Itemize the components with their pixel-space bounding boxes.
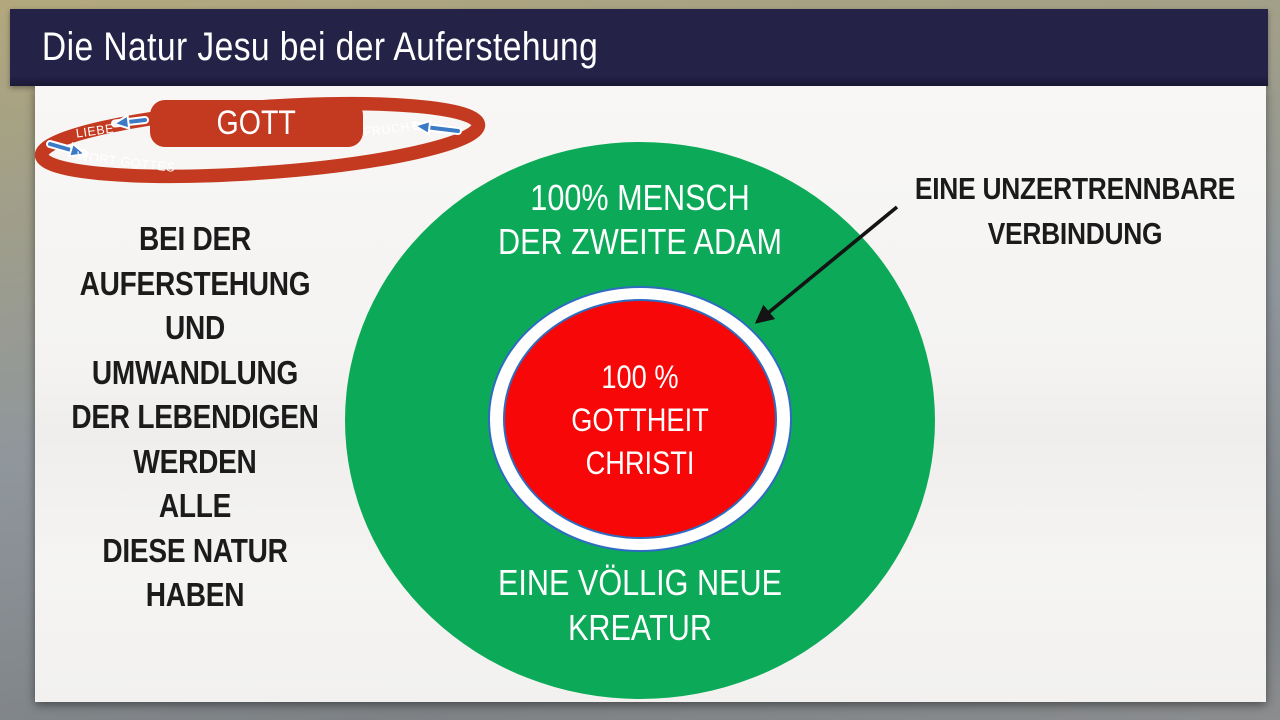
slide-content-area: LIEBE FRUCHT WORT GOTTES GOTT BEI DER AU… [35,86,1266,702]
diagram-overlay: LIEBE FRUCHT WORT GOTTES [35,96,899,324]
resurrection-statement: BEI DER AUFERSTEHUNG UND UMWANDLUNG DER … [71,220,319,613]
slide-header-bar: Die Natur Jesu bei der Auferstehung [10,9,1268,86]
gott-box [150,100,363,147]
human-nature-label: 100% MENSCH DER ZWEITE ADAM [498,177,782,262]
page-title: Die Natur Jesu bei der Auferstehung [41,25,599,69]
gott-label: GOTT [216,104,297,142]
ring-label-liebe: LIEBE [75,121,115,140]
divinity-ellipse [503,299,777,539]
callout-arrow-icon [754,205,899,324]
union-callout: EINE UNZERTRENNBARE VERBINDUNG [914,171,1236,251]
new-creature-label: EINE VÖLLIG NEUE KREATUR [497,562,782,648]
divinity-label: 100 % GOTTHEIT CHRISTI [571,359,709,481]
frucht-arrow-icon [412,126,462,131]
liebe-arrow-icon [111,120,149,124]
wort-gottes-arrow-icon [46,140,88,154]
ring-label-frucht: FRUCHT [363,119,419,140]
